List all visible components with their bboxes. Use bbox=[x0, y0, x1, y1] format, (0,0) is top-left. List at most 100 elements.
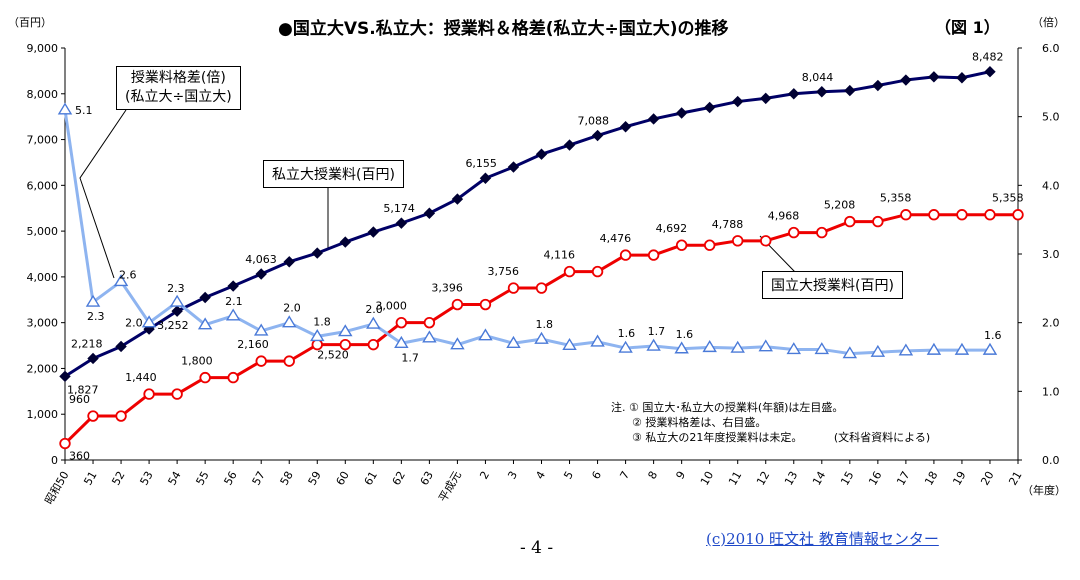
x-tick-label: 59 bbox=[306, 469, 324, 488]
national-point bbox=[647, 249, 660, 261]
data-label: 2.1 bbox=[225, 295, 243, 308]
gap-point bbox=[394, 335, 409, 348]
data-label: 1.6 bbox=[676, 328, 694, 341]
note-2: ② 授業料格差は、右目盛。 bbox=[632, 416, 767, 429]
private-point bbox=[675, 107, 688, 119]
x-tick-label: 56 bbox=[222, 469, 240, 488]
national-point bbox=[255, 355, 267, 367]
x-tick-label: 8 bbox=[645, 469, 660, 482]
left-tick-label: 8,000 bbox=[27, 88, 59, 101]
private-callout: 私立大授業料(百円) bbox=[263, 160, 404, 188]
gap-callout: 授業料格差(倍) (私立大÷国立大) bbox=[116, 66, 241, 110]
gap-point bbox=[814, 342, 830, 355]
x-axis-unit: （年度） bbox=[1022, 484, 1066, 497]
right-tick-label: 1.0 bbox=[1042, 385, 1060, 398]
gap-point bbox=[113, 274, 129, 287]
gap-point bbox=[842, 346, 858, 359]
data-label: 5,208 bbox=[824, 199, 856, 212]
gap-point bbox=[590, 334, 605, 347]
gap-point bbox=[954, 342, 970, 355]
national-point bbox=[283, 355, 295, 367]
gap-point bbox=[450, 337, 465, 350]
gap-point bbox=[562, 337, 577, 351]
national-point bbox=[199, 371, 211, 384]
x-tick-label: 2 bbox=[477, 469, 492, 482]
private-point bbox=[872, 79, 884, 92]
national-point bbox=[900, 209, 912, 221]
private-point bbox=[900, 74, 912, 86]
right-tick-label: 0.0 bbox=[1042, 454, 1060, 467]
private-point bbox=[395, 217, 408, 229]
left-tick-label: 9,000 bbox=[27, 42, 59, 55]
gap-point bbox=[646, 338, 661, 351]
gap-point bbox=[310, 329, 325, 342]
national-point bbox=[928, 209, 940, 221]
national-point bbox=[367, 338, 380, 351]
data-label: 2.6 bbox=[119, 268, 137, 281]
private-point bbox=[647, 113, 660, 125]
data-label: 2,520 bbox=[317, 349, 349, 362]
notes: 注. ① 国立大･私立大の授業料(年額)は左目盛。 ② 授業料格差は、右目盛。 … bbox=[611, 400, 930, 445]
x-tick-label: 16 bbox=[866, 469, 884, 488]
private-point bbox=[984, 66, 996, 78]
gap-callout-line1: 授業料格差(倍) bbox=[130, 70, 226, 86]
left-tick-label: 0 bbox=[51, 454, 58, 467]
gap-point bbox=[366, 316, 381, 329]
x-tick-label: 53 bbox=[137, 469, 155, 488]
national-point bbox=[227, 371, 239, 384]
data-label: 6,155 bbox=[465, 157, 497, 170]
data-label: 3,396 bbox=[431, 282, 463, 295]
national-point bbox=[339, 338, 351, 351]
right-tick-label: 4.0 bbox=[1042, 179, 1060, 192]
national-point bbox=[479, 298, 492, 311]
x-tick-label: 21 bbox=[1006, 469, 1024, 488]
gap-point bbox=[141, 315, 157, 328]
gap-point bbox=[225, 308, 241, 321]
private-point bbox=[760, 92, 772, 105]
private-point bbox=[619, 121, 632, 133]
data-label: 1.6 bbox=[618, 327, 636, 340]
data-label: 360 bbox=[69, 450, 90, 463]
private-point bbox=[227, 280, 239, 292]
data-label: 5,358 bbox=[880, 192, 912, 205]
data-label: 4,476 bbox=[600, 232, 632, 245]
data-label: 4,968 bbox=[768, 210, 800, 223]
private-point bbox=[731, 95, 744, 108]
note-1: 注. ① 国立大･私立大の授業料(年額)は左目盛。 bbox=[611, 401, 844, 414]
private-point bbox=[59, 370, 71, 383]
x-tick-label: 13 bbox=[782, 469, 800, 488]
gap-callout-leader bbox=[79, 109, 127, 279]
x-tick-label: 6 bbox=[589, 469, 604, 482]
data-label: 1.7 bbox=[401, 351, 419, 364]
data-label: 5,174 bbox=[383, 202, 415, 215]
private-point bbox=[423, 207, 436, 219]
x-tick-label: 12 bbox=[754, 469, 772, 488]
source-note: (文科省資料による) bbox=[833, 431, 931, 444]
private-point bbox=[535, 148, 548, 160]
data-label: 4,063 bbox=[245, 253, 276, 266]
chart-title: ●国立大VS.私立大：授業料＆格差(私立大÷国立大)の推移 bbox=[278, 19, 729, 39]
data-label: 1,800 bbox=[181, 355, 213, 368]
credit-link[interactable]: (c)2010 旺文社 教育情報センター bbox=[706, 530, 939, 548]
figure-label: （図 1） bbox=[935, 18, 1000, 37]
x-tick-label: 62 bbox=[390, 469, 408, 488]
gap-point bbox=[281, 315, 297, 328]
gap-point bbox=[758, 339, 773, 352]
data-label: 8,044 bbox=[802, 71, 834, 84]
private-point bbox=[451, 193, 464, 205]
gap-point bbox=[57, 102, 73, 115]
page-number: - 4 - bbox=[520, 538, 554, 558]
x-tick-label: 5 bbox=[561, 469, 576, 482]
national-point bbox=[1012, 209, 1024, 221]
right-tick-label: 6.0 bbox=[1042, 42, 1060, 55]
national-callout: 国立大授業料(百円) bbox=[762, 271, 903, 299]
x-tick-label: 54 bbox=[165, 469, 183, 488]
national-point bbox=[732, 235, 744, 247]
private-point bbox=[255, 268, 267, 280]
data-label: 5.1 bbox=[75, 104, 93, 117]
x-tick-label: 51 bbox=[81, 469, 99, 488]
national-point bbox=[816, 226, 828, 239]
x-tick-label: 17 bbox=[894, 469, 912, 488]
private-point bbox=[339, 236, 352, 248]
national-point bbox=[59, 437, 71, 450]
